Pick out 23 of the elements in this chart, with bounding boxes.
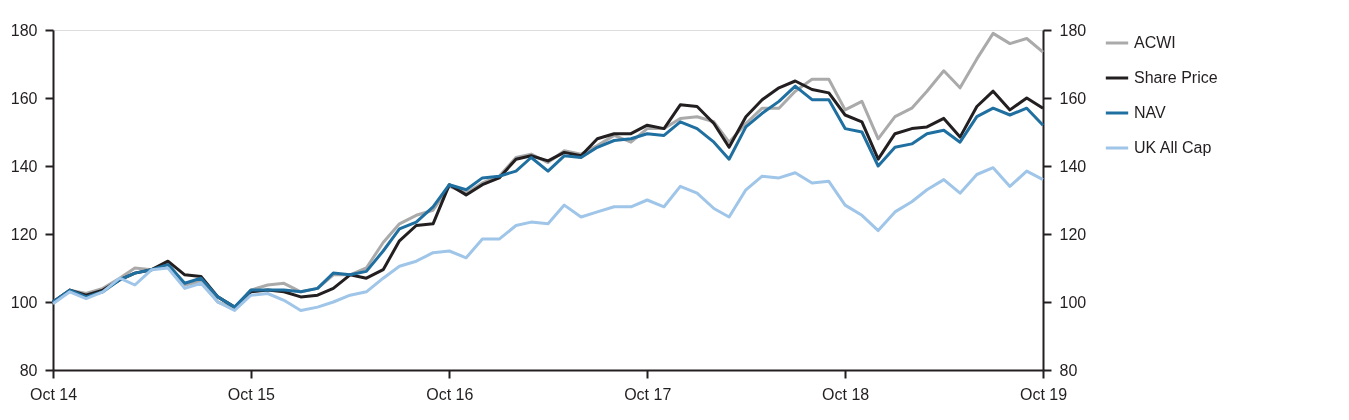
- x-tick-label: Oct 14: [29, 385, 78, 403]
- y-tick-label: 120: [10, 225, 38, 243]
- x-tick-label: Oct 18: [822, 385, 870, 403]
- y-tick-label: 100: [10, 293, 38, 311]
- y-tick-label: 180: [10, 21, 38, 39]
- y2-tick-label: 180: [1059, 21, 1087, 39]
- legend-label: UK All Cap: [1134, 139, 1212, 156]
- x-tick-label: Oct 17: [624, 385, 672, 403]
- legend-label: Share Price: [1134, 69, 1218, 86]
- line-series: [51, 166, 1045, 312]
- x-tick-label: Oct 15: [227, 385, 276, 403]
- x-tick-label: Oct 16: [426, 385, 474, 403]
- y2-tick-label: 120: [1059, 225, 1087, 243]
- y2-tick-label: 140: [1059, 157, 1087, 175]
- y2-tick-label: 100: [1059, 293, 1087, 311]
- y-tick-label: 140: [10, 157, 38, 175]
- y2-tick-label: 80: [1059, 361, 1078, 379]
- y-tick-label: 80: [19, 361, 38, 379]
- y2-tick-label: 160: [1059, 89, 1087, 107]
- legend-label: NAV: [1134, 104, 1167, 121]
- y-tick-label: 160: [10, 89, 38, 107]
- legend-label: ACWI: [1134, 34, 1176, 51]
- x-tick-label: Oct 19: [1019, 385, 1068, 403]
